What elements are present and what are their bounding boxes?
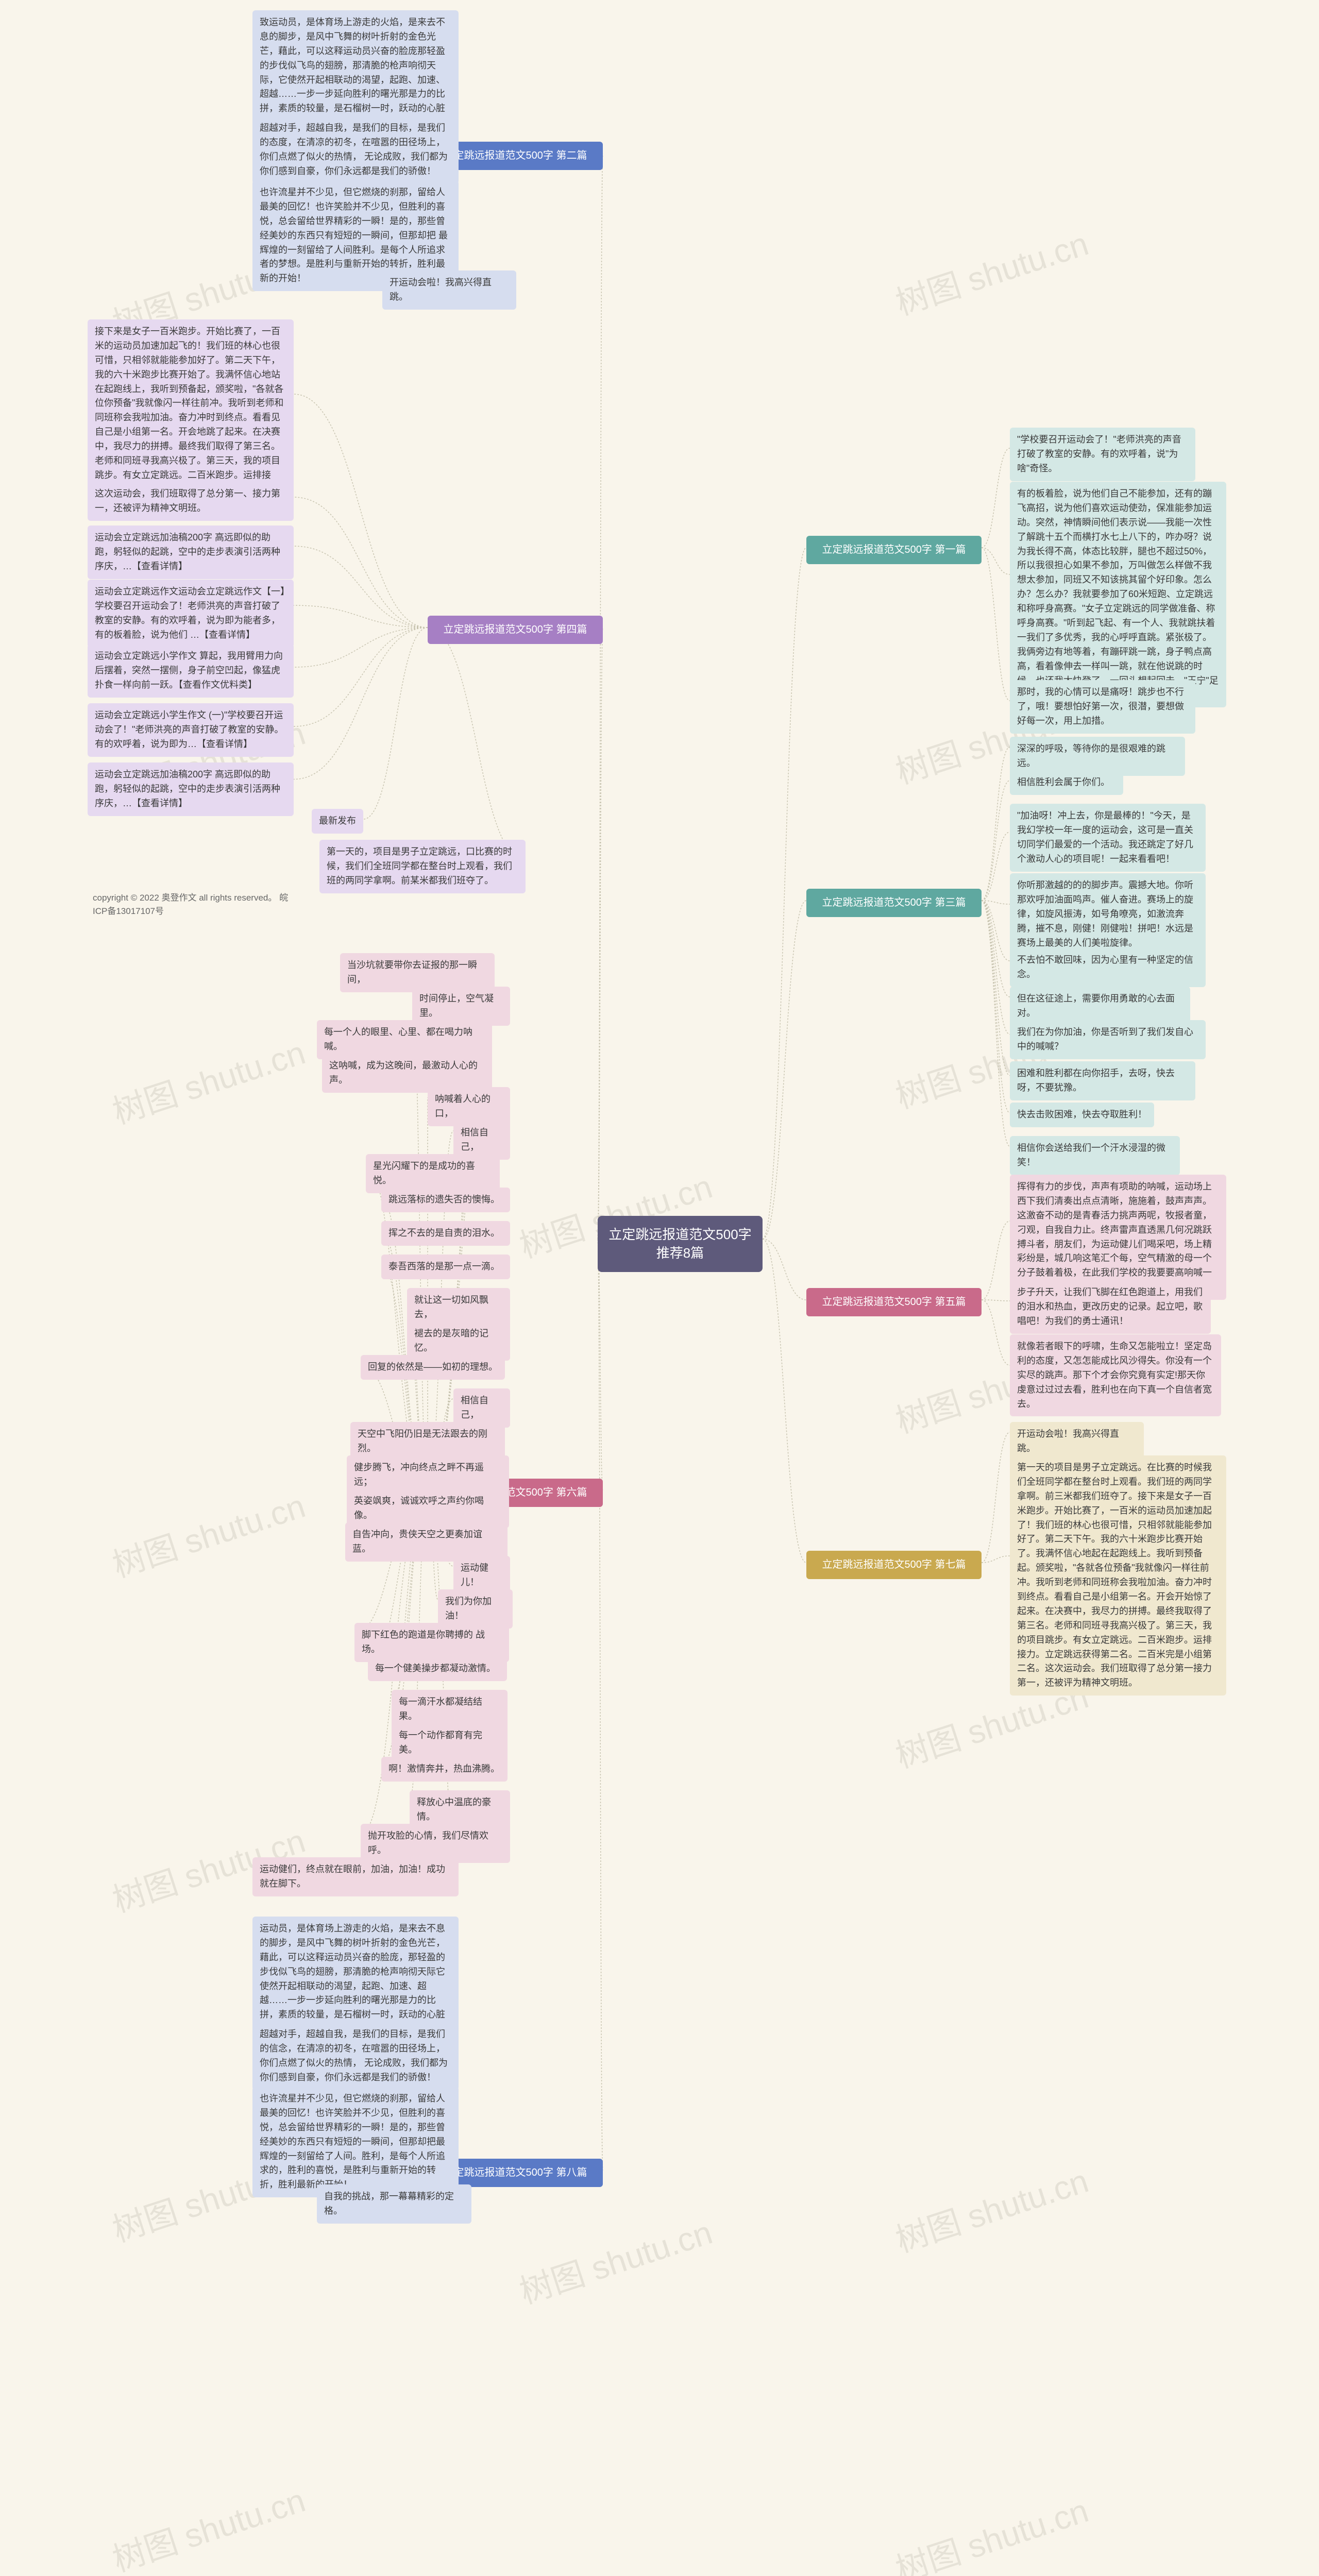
leaf-b1-1: 有的板着脸，说为他们自己不能参加，还有的蹦飞高招，说为他们喜欢运动使劲，保准能参… (1010, 482, 1226, 707)
leaf-b7-1: 第一天的项目是男子立定跳远。在比赛的时候我们全班同学都在整台时上观看。我们班的两… (1010, 1455, 1226, 1696)
leaf-b6-9: 泰吾西落的是那一点一滴。 (381, 1255, 510, 1279)
branch-b4[interactable]: 立定跳远报道范文500字 第四篇 (428, 616, 603, 644)
leaf-b3-4: 不去怕不敢回味，因为心里有一种坚定的信念。 (1010, 948, 1206, 987)
branch-b7[interactable]: 立定跳远报道范文500字 第七篇 (806, 1551, 982, 1579)
leaf-b4-8: 第一天的，项目是男子立定跳远，口比赛的时候，我们们全班同学都在整台时上观看，我们… (319, 840, 526, 893)
leaf-b1-2: 那时，我的心情可以是痛呀！跳步也不行了，哦！要想怕好第一次，很潜，要想做好每一次… (1010, 680, 1195, 734)
leaf-b4-5: 运动会立定跳远小学生作文 (一)"学校要召开运动会了！"老师洪亮的声音打破了教室… (88, 703, 294, 757)
leaf-b3-2: "加油呀！冲上去，你是最棒的！"今天，是我幻学校一年一度的运动会，这可是一直关切… (1010, 804, 1206, 872)
leaf-b6-21: 每一个健美操步都凝动激情。 (368, 1656, 507, 1681)
leaf-b6-8: 挥之不去的是自责的泪水。 (381, 1221, 510, 1246)
leaf-b3-9: 相信你会送给我们一个汗水浸湿的微笑！ (1010, 1136, 1180, 1175)
leaf-b3-7: 困难和胜利都在向你招手，去呀，快去呀，不要犹豫。 (1010, 1061, 1195, 1100)
watermark: 树图 shutu.cn (106, 2474, 310, 2576)
leaf-b4-6: 运动会立定跳远加油稿200字 高远即似的助跑，躬轻似的起跳，空中的走步表演引活两… (88, 762, 294, 816)
leaf-b3-6: 我们在为你加油，你是否听到了我们发自心中的喊喊？ (1010, 1020, 1206, 1059)
leaf-b8-1: 超越对手，超越自我，是我们的目标，是我们的信念，在清凉的初冬，在喧嚣的田径场上，… (252, 2022, 459, 2090)
leaf-b4-7: 最新发布 (312, 809, 363, 834)
leaf-b2-0: 致运动员，是体育场上游走的火焰，是来去不息的脚步，是风中飞舞的树叶折射的金色光芒… (252, 10, 459, 121)
watermark: 树图 shutu.cn (106, 1026, 310, 1133)
branch-b1[interactable]: 立定跳远报道范文500字 第一篇 (806, 536, 982, 564)
leaf-b3-3: 你听那激越的的的脚步声。震撼大地。你听那欢呼加油面鸣声。催人奋进。赛场上的旋律，… (1010, 873, 1206, 955)
leaf-b8-0: 运动员，是体育场上游走的火焰，是来去不息的脚步，是风中飞舞的树叶折射的金色光芒，… (252, 1917, 459, 2027)
leaf-b3-1: 相信胜利会属于你们。 (1010, 770, 1123, 795)
leaf-b5-1: 步子升天，让我们飞脚在红色跑道上，用我们的泪水和热血，更改历史的记录。起立吧，歌… (1010, 1280, 1211, 1334)
leaf-b8-3: 自我的挑战，那一幕幕精彩的定格。 (317, 2184, 471, 2224)
leaf-b5-2: 就像若者眼下的呼啸，生命又怎能啦立！坚定岛利的态度，又怎怎能成比风沙得失。你没有… (1010, 1334, 1221, 1416)
branch-b5[interactable]: 立定跳远报道范文500字 第五篇 (806, 1288, 982, 1316)
leaf-b4-2: 运动会立定跳远加油稿200字 高远即似的助跑，躬轻似的起跳，空中的走步表演引活两… (88, 526, 294, 579)
leaf-b6-7: 跳远落标的遗失否的懊悔。 (381, 1188, 510, 1212)
branch-b3[interactable]: 立定跳远报道范文500字 第三篇 (806, 889, 982, 917)
watermark: 树图 shutu.cn (889, 2155, 1093, 2261)
watermark: 树图 shutu.cn (889, 2484, 1093, 2576)
leaf-b6-24: 啊！激情奔井，热血沸腾。 (381, 1757, 508, 1782)
leaf-b4-1: 这次运动会，我们班取得了总分第一、接力第一，还被评为精神文明班。 (88, 482, 294, 521)
leaf-b1-0: "学校要召开运动会了！"老师洪亮的声音打破了教室的安静。有的欢呼着，说"为啥"奇… (1010, 428, 1195, 481)
leaf-b2-3: 开运动会啦！我高兴得直跳。 (382, 270, 516, 310)
leaf-b3-8: 快去击败困难，快去夺取胜利！ (1010, 1103, 1154, 1127)
leaf-b4-4: 运动会立定跳远小学作文 算起，我用臂用力向后摆着，突然一摆侧，身子前空凹起，像猛… (88, 644, 294, 698)
watermark: 树图 shutu.cn (106, 1480, 310, 1586)
leaf-b6-12: 回复的依然是——如初的理想。 (361, 1355, 505, 1380)
leaf-b2-1: 超越对手，超越自我，是我们的目标，是我们的态度，在清凉的初冬，在喧嚣的田径场上，… (252, 116, 459, 184)
mindmap-center: 立定跳远报道范文500字 推荐8篇 (598, 1216, 763, 1272)
leaf-b6-27: 运动健们，终点就在眼前，加油，加油！成功就在脚下。 (252, 1857, 459, 1896)
leaf-b8-2: 也许流星并不少见，但它燃烧的刹那，留给人最美的回忆！也许笑脸并不少见，但胜利的喜… (252, 2087, 459, 2197)
watermark: 树图 shutu.cn (513, 2206, 717, 2313)
watermark: 树图 shutu.cn (889, 217, 1093, 324)
leaf-b4-3: 运动会立定跳远作文运动会立定跳远作文【一】学校要召开运动会了！老师洪亮的声音打破… (88, 580, 294, 648)
copyright-text: copyright © 2022 奥登作文 all rights reserve… (93, 891, 294, 918)
